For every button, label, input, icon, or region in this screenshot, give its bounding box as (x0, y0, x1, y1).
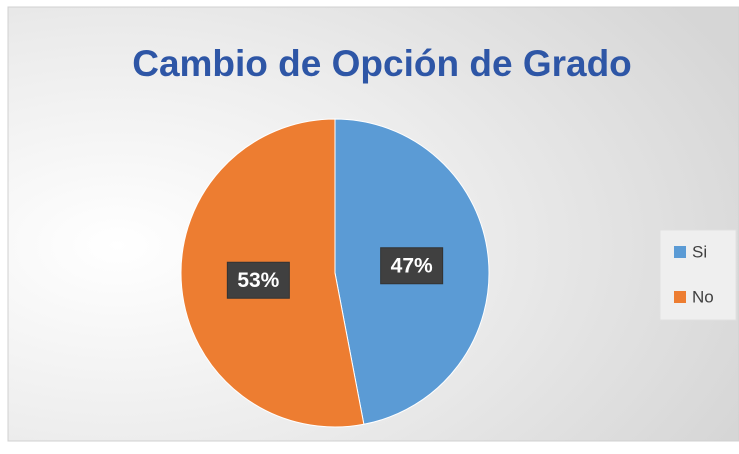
legend-swatch (674, 246, 686, 258)
legend-label: No (692, 287, 714, 306)
legend-label: Si (692, 242, 707, 261)
data-label-box (380, 247, 444, 285)
legend-swatch (674, 291, 686, 303)
data-label: 53% (237, 269, 279, 292)
data-label: 47% (391, 254, 433, 277)
data-label-box (226, 261, 290, 299)
legend (659, 229, 737, 321)
chart-title: Cambio de Opción de Grado (132, 43, 632, 84)
